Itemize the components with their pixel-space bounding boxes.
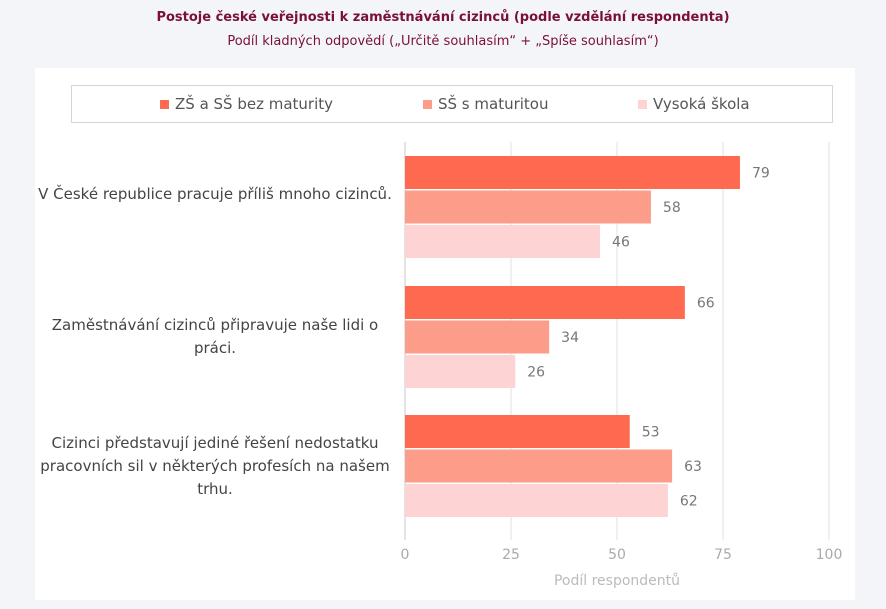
bar — [405, 484, 668, 517]
bar — [405, 415, 630, 448]
data-label: 46 — [612, 235, 630, 251]
legend-swatch — [638, 99, 647, 109]
bar — [405, 286, 685, 319]
data-label: 58 — [663, 200, 681, 216]
data-label: 26 — [527, 365, 545, 381]
x-tick-label: 25 — [502, 547, 520, 563]
bar — [405, 225, 601, 258]
bar — [405, 320, 550, 354]
bar — [405, 190, 651, 224]
legend-swatch — [423, 99, 432, 109]
bar — [405, 449, 673, 483]
data-label: 79 — [752, 166, 770, 182]
category-label-0: V České republice pracuje příliš mnoho c… — [38, 185, 392, 203]
chart-title: Postoje české veřejnosti k zaměstnávání … — [156, 10, 730, 25]
bar — [405, 156, 740, 189]
legend-item-vs[interactable]: Vysoká škola — [638, 95, 750, 113]
legend-item-ss-maturita[interactable]: SŠ s maturitou — [423, 95, 549, 113]
category-label-1: Zaměstnávání cizinců připravuje naše lid… — [51, 316, 379, 357]
legend-label: Vysoká škola — [653, 95, 750, 113]
bar — [405, 355, 516, 388]
category-label-2: Cizinci představují jediné řešení nedost… — [40, 434, 390, 498]
data-label: 62 — [680, 494, 698, 510]
chart-subtitle: Podíl kladných odpovědí („Určitě souhlas… — [227, 34, 659, 49]
x-tick-label: 0 — [401, 547, 410, 563]
data-label: 34 — [561, 330, 579, 346]
x-tick-label: 50 — [608, 547, 626, 563]
legend-swatch — [160, 99, 169, 109]
legend-label: ZŠ a SŠ bez maturity — [175, 95, 334, 113]
data-label: 53 — [642, 425, 660, 441]
legend-item-zs-ss[interactable]: ZŠ a SŠ bez maturity — [160, 95, 333, 113]
legend-label: SŠ s maturitou — [438, 95, 549, 113]
x-tick-label: 75 — [714, 547, 732, 563]
data-label: 63 — [684, 459, 702, 475]
legend: ZŠ a SŠ bez maturity SŠ s maturitou Vyso… — [71, 85, 833, 123]
x-tick-label: 100 — [816, 547, 843, 563]
x-axis-label: Podíl respondentů — [554, 573, 680, 589]
data-label: 66 — [697, 296, 715, 312]
